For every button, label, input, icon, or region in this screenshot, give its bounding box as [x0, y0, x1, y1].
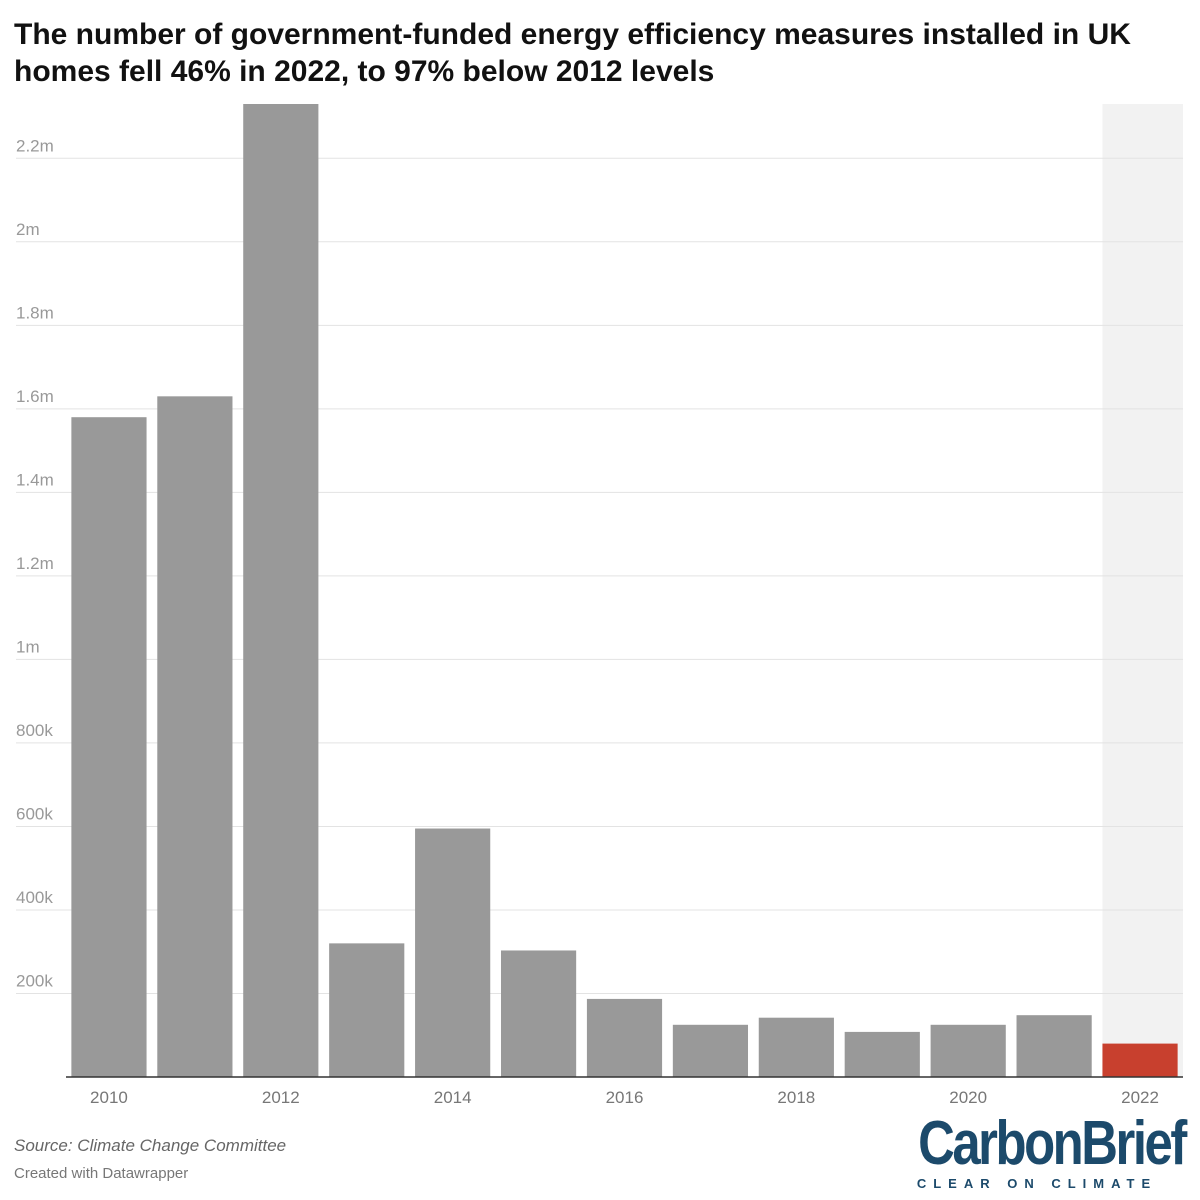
chart-title: The number of government-funded energy e…	[14, 18, 1131, 88]
y-tick-label: 1.4m	[16, 470, 54, 489]
bar-2016	[586, 998, 663, 1077]
x-tick-label: 2010	[90, 1088, 128, 1107]
bar-2012	[243, 104, 319, 1077]
y-tick-label: 800k	[16, 721, 53, 740]
x-tick-label: 2022	[1121, 1088, 1159, 1107]
y-tick-label: 400k	[16, 888, 53, 907]
bar-2013	[329, 943, 405, 1077]
y-tick-label: 600k	[16, 804, 53, 823]
bar-2010	[71, 417, 147, 1078]
bar-2011	[157, 396, 233, 1077]
bar-2015	[500, 950, 577, 1077]
logo-wordmark: CarbonBrief	[918, 1109, 1187, 1178]
logo-tagline: CLEAR ON CLIMATE	[916, 1176, 1158, 1191]
y-tick-label: 1m	[16, 637, 40, 656]
x-tick-label: 2018	[777, 1088, 815, 1107]
source-note: Source: Climate Change Committee	[14, 1136, 287, 1155]
credit-note: Created with Datawrapper	[14, 1165, 189, 1182]
carbon-brief-logo: CarbonBrief CLEAR ON CLIMATE	[892, 1109, 1187, 1192]
bar-2019	[844, 1031, 920, 1077]
y-tick-label: 1.6m	[16, 387, 54, 406]
bar-2018	[758, 1017, 834, 1077]
y-tick-label: 2m	[16, 220, 40, 239]
bar-2020	[930, 1024, 1006, 1077]
bar-2021	[1016, 1015, 1092, 1077]
y-tick-label: 200k	[16, 971, 53, 990]
x-tick-label: 2020	[949, 1088, 987, 1107]
y-tick-label: 2.2m	[16, 136, 54, 155]
x-tick-label: 2016	[606, 1088, 644, 1107]
highlight-band	[1102, 104, 1183, 1077]
bar-2022	[1102, 1043, 1178, 1077]
y-tick-label: 1.8m	[16, 303, 54, 322]
bar-2014	[415, 828, 491, 1077]
y-tick-label: 1.2m	[16, 554, 54, 573]
bar-2017	[672, 1024, 749, 1077]
x-tick-label: 2014	[434, 1088, 472, 1107]
x-tick-label: 2012	[262, 1088, 300, 1107]
